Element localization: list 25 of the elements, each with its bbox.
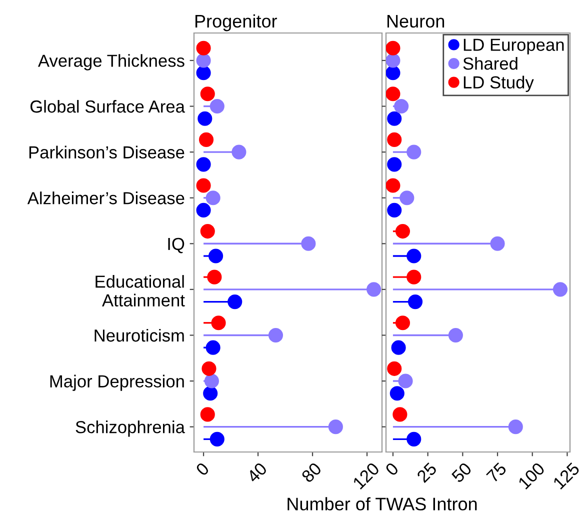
y-tick-label: Alzheimer’s Disease	[27, 192, 184, 204]
x-tick-label: 120	[352, 462, 380, 490]
chart-title: Progenitor	[195, 14, 278, 32]
legend-label: LD Study	[464, 76, 534, 92]
y-tick-label: Major Depression	[50, 374, 184, 391]
y-tick-label: Parkinson’s Disease	[29, 146, 184, 159]
x-tick-label: 40	[246, 462, 268, 484]
x-tick-label: 100	[518, 462, 546, 490]
x-axis-title: Number of TWAS Intron	[288, 497, 477, 510]
x-tick-label: 50	[450, 462, 472, 484]
x-tick-label: 0	[384, 462, 400, 476]
y-tick-label: Global Surface Area	[30, 100, 185, 113]
legend-label: LD European	[464, 38, 564, 54]
x-tick-label: 125	[552, 462, 580, 490]
y-tick-label: Educational Attainment	[96, 275, 185, 307]
y-tick-label: Neuroticism	[94, 328, 184, 342]
y-tick-label: IQ	[168, 238, 184, 254]
y-tick-label: Average Thickness	[38, 54, 184, 70]
y-tick-label: Schizophrenia	[76, 420, 185, 437]
chart-title: Neuron	[387, 15, 444, 28]
x-tick-label: 0	[195, 462, 210, 476]
legend-label: Shared	[463, 56, 518, 70]
x-tick-label: 25	[416, 462, 438, 484]
x-tick-label: 75	[486, 462, 508, 484]
x-tick-label: 80	[300, 462, 322, 484]
